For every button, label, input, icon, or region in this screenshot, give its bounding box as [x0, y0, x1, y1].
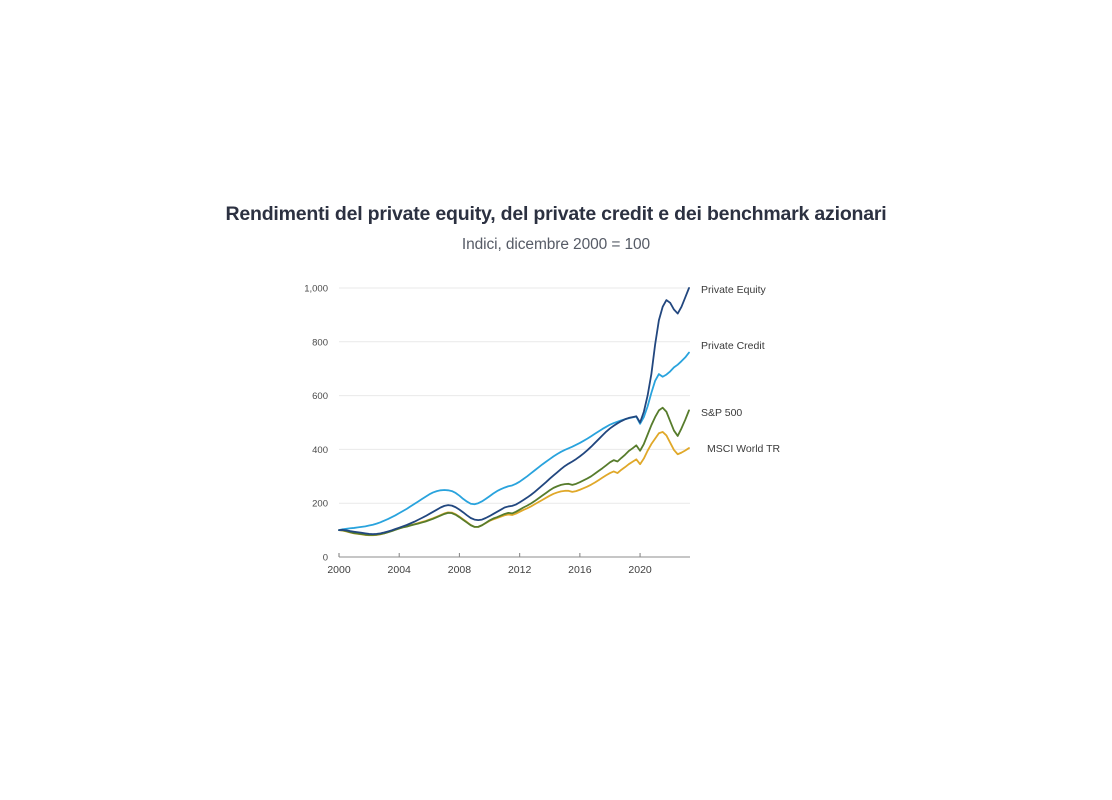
x-axis-tick-label: 2004: [388, 564, 412, 576]
y-axis-tick-label: 600: [312, 391, 328, 402]
series-labels-group: Private Equity Private Credit S&P 500 MSCI …: [701, 284, 781, 455]
series-label-msci-world-tr: MSCI World TR: [707, 443, 781, 455]
y-axis-tick-label: 800: [312, 337, 328, 348]
series-line-msci-world-tr: [338, 431, 690, 537]
y-axis-tick-label: 0: [323, 553, 328, 564]
x-axis-group: [338, 553, 690, 558]
x-axis-tick-label: 2020: [628, 564, 652, 576]
y-axis-tick-label: 1,000: [304, 284, 328, 295]
series-lines-group: [338, 287, 690, 537]
chart-subtitle: Indici, dicembre 2000 = 100: [461, 236, 651, 253]
y-axis-tick-label: 400: [312, 445, 328, 456]
series-label-s-p-500: S&P 500: [701, 407, 742, 419]
series-label-private-credit: Private Credit: [701, 340, 765, 352]
x-axis-tick-label: 2012: [508, 564, 532, 576]
y-axis-tick-label: 200: [312, 499, 328, 510]
x-axis-tick-label: 2016: [568, 564, 592, 576]
x-axis-tick-labels: 2000 2004 2008 2012 2016 2020: [327, 564, 652, 576]
page-title: Rendimenti del private equity, del priva…: [225, 203, 887, 225]
series-line-s-p-500: [338, 406, 690, 536]
x-axis-tick-label: 2000: [327, 564, 351, 576]
series-line-private-equity: [338, 287, 690, 536]
y-axis-tick-labels: 0 200 400 600 800 1,000: [304, 284, 328, 564]
gridlines-group: [339, 287, 690, 504]
x-axis-tick-label: 2008: [448, 564, 472, 576]
series-label-private-equity: Private Equity: [701, 284, 767, 296]
